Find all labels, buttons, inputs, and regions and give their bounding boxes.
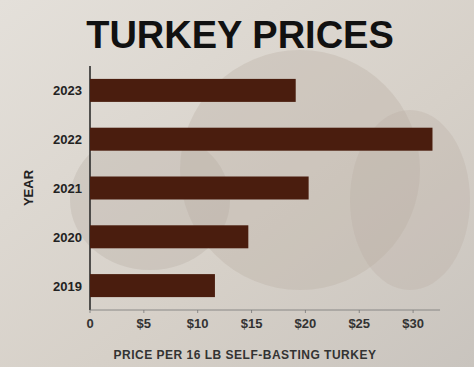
- x-tick-label: $10: [187, 316, 209, 331]
- x-tick: [359, 310, 360, 313]
- x-tick-label: $30: [402, 316, 424, 331]
- x-tick: [305, 310, 306, 313]
- y-axis-label: YEAR: [21, 169, 36, 206]
- bar: [90, 274, 215, 297]
- bar: [90, 225, 248, 248]
- x-tick-label: $20: [295, 316, 317, 331]
- x-tick-label: 0: [86, 316, 93, 331]
- category-label: 2020: [53, 230, 82, 245]
- x-tick: [143, 310, 144, 313]
- bar: [90, 177, 309, 200]
- x-tick-label: $5: [137, 316, 151, 331]
- bars: [90, 79, 432, 297]
- bar: [90, 79, 296, 102]
- bar: [90, 128, 432, 151]
- x-tick: [197, 310, 198, 313]
- category-label: 2022: [53, 132, 82, 147]
- x-tick: [90, 310, 91, 313]
- title: TURKEY PRICES: [86, 14, 394, 56]
- category-label: 2021: [53, 181, 82, 196]
- x-axis-label: PRICE PER 16 LB SELF-BASTING TURKEY: [114, 348, 377, 362]
- decor: [70, 130, 230, 270]
- chart: TURKEY PRICES 2023 2022 2021 2020 2019 0 $5 $10 $…: [0, 0, 474, 367]
- background: [0, 0, 474, 367]
- x-tick: [251, 310, 252, 313]
- x-axis: [90, 310, 440, 311]
- x-tick: [413, 310, 414, 313]
- x-tick-label: $15: [241, 316, 263, 331]
- category-label: 2023: [53, 83, 82, 98]
- category-label: 2019: [53, 279, 82, 294]
- x-tick-label: $25: [348, 316, 370, 331]
